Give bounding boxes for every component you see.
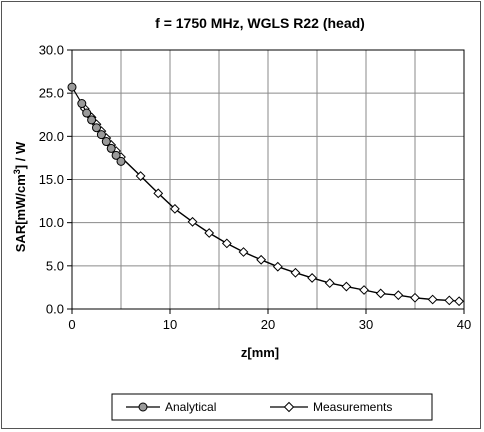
y-tick-label: 25.0 bbox=[39, 86, 64, 101]
y-axis-label-sup: 3 bbox=[12, 169, 22, 174]
series-layer bbox=[67, 82, 465, 307]
measurement-point bbox=[324, 278, 335, 289]
y-axis-ticks: 0.0 5.0 10.0 15.0 20.0 25.0 30.0 bbox=[39, 43, 72, 317]
measurement-point bbox=[341, 281, 352, 292]
y-axis-label: SAR[mW/cm3] / W bbox=[12, 141, 28, 252]
analytical-point bbox=[106, 143, 116, 153]
y-tick-label: 20.0 bbox=[39, 129, 64, 144]
measurement-point bbox=[393, 290, 404, 301]
chart-title: f = 1750 MHz, WGLS R22 (head) bbox=[155, 15, 365, 31]
measurement-point bbox=[410, 292, 420, 303]
analytical-point bbox=[111, 150, 121, 160]
measurement-point bbox=[187, 216, 198, 227]
measurement-point bbox=[238, 247, 249, 257]
analytical-point bbox=[77, 99, 87, 109]
x-tick-label: 10 bbox=[163, 317, 177, 332]
measurement-point bbox=[272, 261, 283, 272]
y-axis-label-prefix: SAR[mW/cm bbox=[13, 174, 28, 252]
y-tick-label: 0.0 bbox=[46, 302, 64, 317]
grid-lines bbox=[72, 50, 464, 309]
measurement-point bbox=[359, 285, 369, 295]
analytical-point bbox=[87, 115, 97, 125]
y-tick-label: 30.0 bbox=[39, 43, 64, 58]
measurement-point bbox=[444, 295, 455, 306]
legend: Analytical Measurements bbox=[111, 393, 433, 421]
measurement-point bbox=[375, 288, 386, 299]
x-tick-label: 30 bbox=[359, 317, 373, 332]
y-tick-label: 10.0 bbox=[39, 215, 64, 230]
x-tick-label: 0 bbox=[68, 317, 75, 332]
analytical-point bbox=[67, 82, 77, 92]
measurement-point bbox=[221, 238, 232, 249]
measurement-point bbox=[153, 188, 164, 199]
x-axis-label: z[mm] bbox=[241, 345, 279, 360]
measurement-point bbox=[454, 296, 465, 307]
legend-marker-analytical bbox=[138, 402, 148, 412]
legend-marker-measurements bbox=[283, 401, 295, 413]
x-tick-label: 40 bbox=[457, 317, 471, 332]
x-tick-label: 20 bbox=[261, 317, 275, 332]
y-tick-label: 15.0 bbox=[39, 172, 64, 187]
y-axis-label-suffix: ] / W bbox=[13, 141, 28, 169]
analytical-point bbox=[96, 130, 106, 140]
measurement-point bbox=[307, 273, 318, 283]
y-tick-label: 5.0 bbox=[46, 258, 64, 273]
legend-label-measurements: Measurements bbox=[313, 400, 392, 414]
analytical-point bbox=[82, 108, 92, 118]
analytical-point bbox=[101, 137, 111, 147]
measurement-point bbox=[169, 203, 180, 214]
analytical-point bbox=[116, 156, 126, 166]
analytical-point bbox=[92, 123, 101, 133]
measurement-point bbox=[204, 228, 215, 238]
measurements-line bbox=[84, 108, 460, 302]
legend-label-analytical: Analytical bbox=[165, 400, 216, 414]
x-axis-ticks: 0 10 20 30 40 bbox=[68, 309, 471, 332]
measurement-point bbox=[135, 171, 146, 181]
measurement-point bbox=[256, 254, 267, 265]
measurement-point bbox=[290, 267, 301, 278]
measurement-point bbox=[427, 294, 438, 305]
